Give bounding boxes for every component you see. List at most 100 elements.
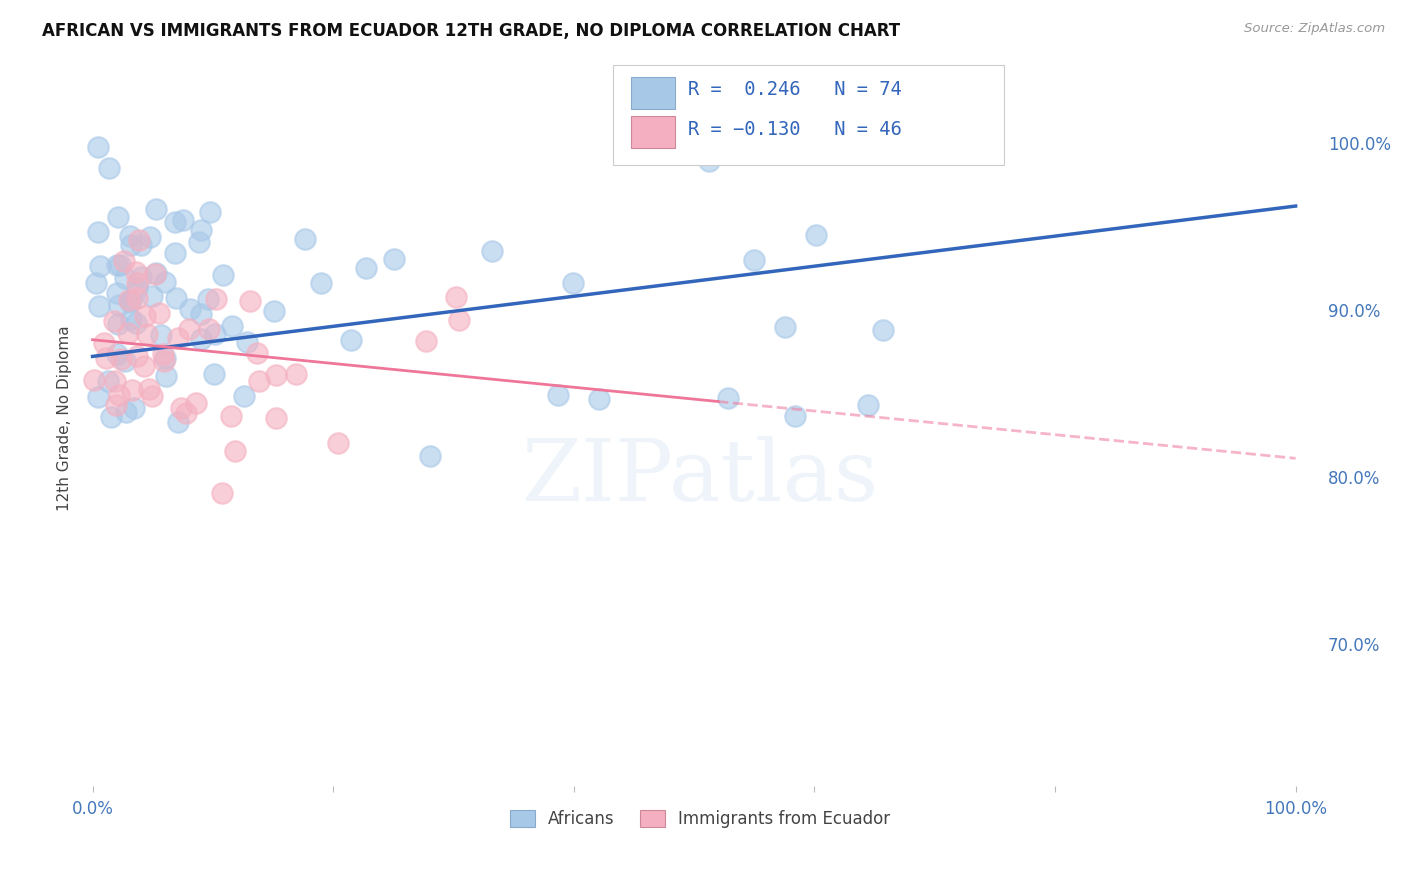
Point [127, 281, 149, 295]
Point [773, 319, 796, 334]
Point [384, 252, 406, 267]
Point [742, 252, 765, 267]
Text: Source: ZipAtlas.com: Source: ZipAtlas.com [1244, 22, 1385, 36]
Point [83, 372, 105, 386]
Point [170, 401, 193, 415]
Point [446, 289, 468, 303]
Point [354, 260, 377, 275]
Point [152, 347, 174, 361]
Point [221, 319, 243, 334]
Point [211, 268, 233, 282]
Point [264, 410, 287, 425]
Point [856, 398, 879, 412]
Point [224, 444, 246, 458]
FancyBboxPatch shape [613, 65, 1004, 165]
Point [120, 293, 142, 307]
Point [125, 316, 148, 330]
Point [125, 349, 148, 363]
Point [806, 228, 828, 243]
Point [94, 351, 117, 366]
Point [145, 266, 167, 280]
Point [246, 346, 269, 360]
Point [129, 269, 152, 284]
Point [128, 233, 150, 247]
Point [198, 322, 221, 336]
Point [717, 391, 740, 405]
Point [235, 334, 257, 349]
Point [117, 293, 139, 307]
Point [167, 415, 190, 429]
Point [309, 276, 332, 290]
Point [107, 210, 129, 224]
Point [263, 304, 285, 318]
Point [114, 271, 136, 285]
Point [97, 161, 120, 176]
Point [86, 276, 108, 290]
Point [198, 205, 221, 219]
Point [141, 388, 163, 402]
Point [165, 291, 187, 305]
Point [190, 307, 212, 321]
Point [294, 232, 316, 246]
Point [204, 326, 226, 341]
Point [163, 215, 186, 229]
Point [138, 382, 160, 396]
Text: AFRICAN VS IMMIGRANTS FROM ECUADOR 12TH GRADE, NO DIPLOMA CORRELATION CHART: AFRICAN VS IMMIGRANTS FROM ECUADOR 12TH … [42, 22, 900, 40]
Point [328, 435, 350, 450]
Point [118, 228, 141, 243]
Point [139, 229, 162, 244]
FancyBboxPatch shape [631, 77, 675, 110]
FancyBboxPatch shape [631, 116, 675, 148]
Point [108, 258, 131, 272]
Point [167, 331, 190, 345]
Point [93, 335, 115, 350]
Point [697, 154, 720, 169]
Point [127, 291, 149, 305]
Point [172, 212, 194, 227]
Point [785, 409, 807, 423]
Point [107, 347, 129, 361]
Point [105, 258, 128, 272]
Point [449, 313, 471, 327]
Y-axis label: 12th Grade, No Diploma: 12th Grade, No Diploma [58, 326, 72, 511]
Point [115, 405, 138, 419]
Point [114, 353, 136, 368]
Point [150, 327, 173, 342]
Point [187, 235, 209, 249]
Point [179, 301, 201, 316]
Point [155, 369, 177, 384]
Point [211, 486, 233, 500]
Point [143, 267, 166, 281]
Point [415, 334, 437, 348]
Point [107, 317, 129, 331]
Point [872, 324, 894, 338]
Point [561, 276, 583, 290]
Point [89, 260, 111, 274]
Point [145, 202, 167, 216]
Point [134, 359, 156, 374]
Point [112, 253, 135, 268]
Text: ZIPatlas: ZIPatlas [522, 435, 879, 518]
Point [205, 292, 228, 306]
Point [197, 292, 219, 306]
Point [121, 383, 143, 397]
Point [86, 225, 108, 239]
Point [148, 306, 170, 320]
Point [120, 238, 142, 252]
Legend: Africans, Immigrants from Ecuador: Africans, Immigrants from Ecuador [502, 801, 898, 837]
Point [100, 409, 122, 424]
Point [97, 374, 120, 388]
Text: R =  0.246   N = 74: R = 0.246 N = 74 [688, 80, 901, 99]
Point [117, 326, 139, 340]
Point [107, 388, 129, 402]
Point [108, 297, 131, 311]
Point [89, 299, 111, 313]
Point [141, 289, 163, 303]
Point [588, 392, 610, 406]
Point [122, 401, 145, 416]
Point [110, 351, 132, 366]
Point [165, 245, 187, 260]
Point [134, 310, 156, 324]
Point [153, 353, 176, 368]
Point [129, 238, 152, 252]
